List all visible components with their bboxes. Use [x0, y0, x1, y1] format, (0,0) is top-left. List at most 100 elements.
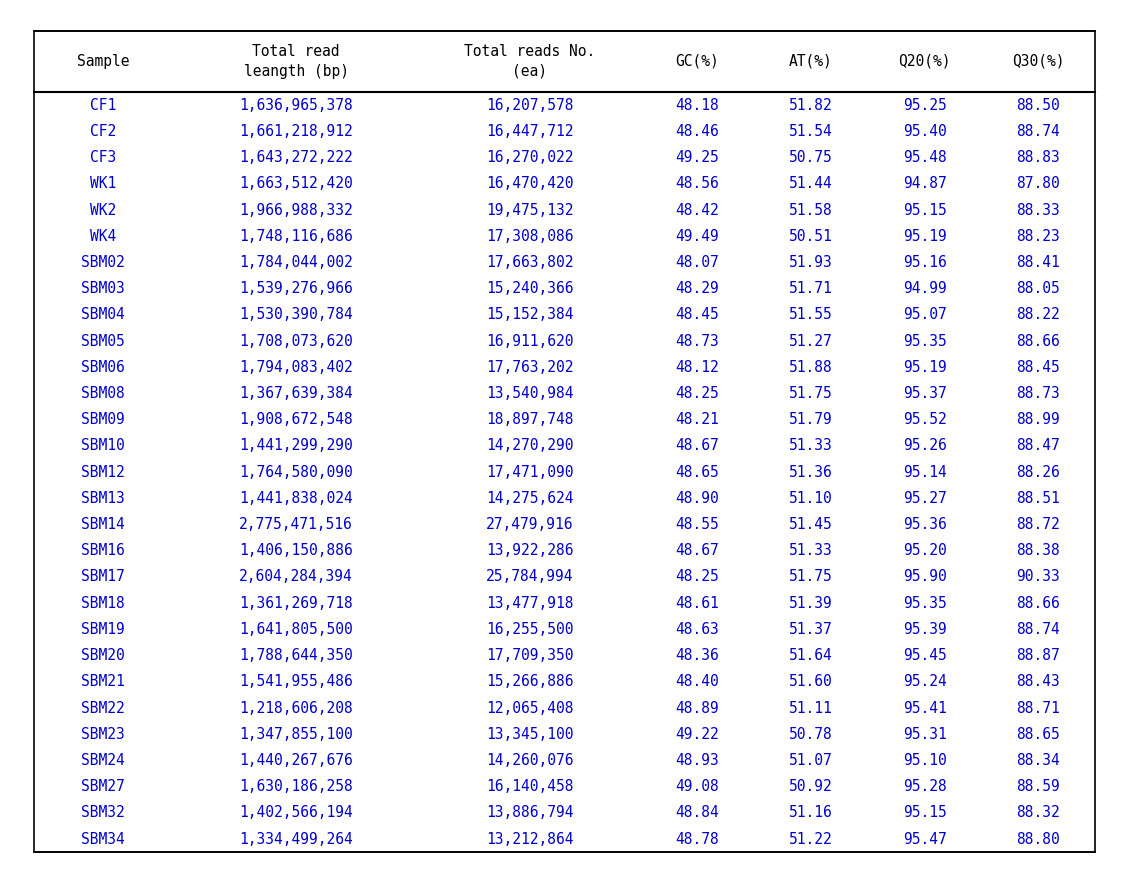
Text: 49.22: 49.22 — [675, 726, 719, 742]
Text: SBM22: SBM22 — [81, 701, 125, 716]
Text: SBM18: SBM18 — [81, 596, 125, 611]
Text: SBM21: SBM21 — [81, 675, 125, 690]
Text: 88.38: 88.38 — [1016, 544, 1060, 558]
Text: 95.19: 95.19 — [903, 229, 946, 244]
Text: 25,784,994: 25,784,994 — [485, 570, 574, 585]
Text: 1,708,073,620: 1,708,073,620 — [239, 334, 353, 349]
Text: SBM19: SBM19 — [81, 622, 125, 637]
Text: 88.65: 88.65 — [1016, 726, 1060, 742]
Text: 88.66: 88.66 — [1016, 334, 1060, 349]
Text: 1,643,272,222: 1,643,272,222 — [239, 150, 353, 165]
Text: 1,748,116,686: 1,748,116,686 — [239, 229, 353, 244]
Text: 88.51: 88.51 — [1016, 491, 1060, 506]
Text: 88.47: 88.47 — [1016, 439, 1060, 454]
Text: 16,470,420: 16,470,420 — [485, 177, 574, 191]
Text: 88.41: 88.41 — [1016, 255, 1060, 270]
Text: 48.93: 48.93 — [675, 753, 719, 768]
Text: 51.44: 51.44 — [789, 177, 833, 191]
Text: 48.45: 48.45 — [675, 308, 719, 323]
Text: 1,441,838,024: 1,441,838,024 — [239, 491, 353, 506]
Text: 51.60: 51.60 — [789, 675, 833, 690]
Text: Q20(%): Q20(%) — [899, 54, 951, 69]
Text: 51.37: 51.37 — [789, 622, 833, 637]
Text: 13,212,864: 13,212,864 — [485, 831, 574, 847]
Text: Total reads No.
(ea): Total reads No. (ea) — [464, 44, 595, 79]
Text: 17,709,350: 17,709,350 — [485, 649, 574, 663]
Text: 51.64: 51.64 — [789, 649, 833, 663]
Text: 1,441,299,290: 1,441,299,290 — [239, 439, 353, 454]
Text: 16,270,022: 16,270,022 — [485, 150, 574, 165]
Text: 51.93: 51.93 — [789, 255, 833, 270]
Text: 95.10: 95.10 — [903, 753, 946, 768]
Text: 1,361,269,718: 1,361,269,718 — [239, 596, 353, 611]
Text: 48.21: 48.21 — [675, 413, 719, 427]
Text: 48.89: 48.89 — [675, 701, 719, 716]
Text: 50.92: 50.92 — [789, 779, 833, 794]
Text: 87.80: 87.80 — [1016, 177, 1060, 191]
Text: SBM20: SBM20 — [81, 649, 125, 663]
Text: 1,966,988,332: 1,966,988,332 — [239, 203, 353, 218]
Text: 88.72: 88.72 — [1016, 517, 1060, 532]
Text: 95.20: 95.20 — [903, 544, 946, 558]
Text: 51.36: 51.36 — [789, 465, 833, 480]
Text: 1,908,672,548: 1,908,672,548 — [239, 413, 353, 427]
Text: 16,140,458: 16,140,458 — [485, 779, 574, 794]
Text: 13,477,918: 13,477,918 — [485, 596, 574, 611]
Text: 88.83: 88.83 — [1016, 150, 1060, 165]
Text: SBM14: SBM14 — [81, 517, 125, 532]
Text: 48.90: 48.90 — [675, 491, 719, 506]
Text: 27,479,916: 27,479,916 — [485, 517, 574, 532]
Text: 95.14: 95.14 — [903, 465, 946, 480]
Text: 95.27: 95.27 — [903, 491, 946, 506]
Text: 88.99: 88.99 — [1016, 413, 1060, 427]
Text: SBM27: SBM27 — [81, 779, 125, 794]
Text: 13,922,286: 13,922,286 — [485, 544, 574, 558]
Text: 95.25: 95.25 — [903, 98, 946, 113]
Text: 16,207,578: 16,207,578 — [485, 98, 574, 113]
Text: 95.36: 95.36 — [903, 517, 946, 532]
Text: 88.80: 88.80 — [1016, 831, 1060, 847]
Text: SBM23: SBM23 — [81, 726, 125, 742]
Text: 1,764,580,090: 1,764,580,090 — [239, 465, 353, 480]
Text: 48.40: 48.40 — [675, 675, 719, 690]
Text: 1,794,083,402: 1,794,083,402 — [239, 360, 353, 375]
Text: SBM12: SBM12 — [81, 465, 125, 480]
Text: 51.22: 51.22 — [789, 831, 833, 847]
Text: AT(%): AT(%) — [789, 54, 833, 69]
Text: CF2: CF2 — [90, 124, 116, 139]
Text: 95.28: 95.28 — [903, 779, 946, 794]
Text: SBM06: SBM06 — [81, 360, 125, 375]
Text: 51.33: 51.33 — [789, 544, 833, 558]
Text: 50.78: 50.78 — [789, 726, 833, 742]
Text: 48.07: 48.07 — [675, 255, 719, 270]
Text: SBM34: SBM34 — [81, 831, 125, 847]
Text: 48.56: 48.56 — [675, 177, 719, 191]
Text: 88.66: 88.66 — [1016, 596, 1060, 611]
Text: SBM10: SBM10 — [81, 439, 125, 454]
Text: 1,334,499,264: 1,334,499,264 — [239, 831, 353, 847]
Text: 13,345,100: 13,345,100 — [485, 726, 574, 742]
Text: 14,275,624: 14,275,624 — [485, 491, 574, 506]
Text: 1,784,044,002: 1,784,044,002 — [239, 255, 353, 270]
Text: 1,218,606,208: 1,218,606,208 — [239, 701, 353, 716]
Text: 48.18: 48.18 — [675, 98, 719, 113]
Text: 49.25: 49.25 — [675, 150, 719, 165]
Text: 48.63: 48.63 — [675, 622, 719, 637]
Text: SBM02: SBM02 — [81, 255, 125, 270]
Text: 51.11: 51.11 — [789, 701, 833, 716]
Text: 95.41: 95.41 — [903, 701, 946, 716]
Text: 48.84: 48.84 — [675, 805, 719, 821]
Text: 14,270,290: 14,270,290 — [485, 439, 574, 454]
Text: 88.26: 88.26 — [1016, 465, 1060, 480]
Text: 88.59: 88.59 — [1016, 779, 1060, 794]
Text: 88.33: 88.33 — [1016, 203, 1060, 218]
Text: SBM08: SBM08 — [81, 386, 125, 401]
Text: 95.52: 95.52 — [903, 413, 946, 427]
Text: 18,897,748: 18,897,748 — [485, 413, 574, 427]
Text: Total read
leangth (bp): Total read leangth (bp) — [244, 44, 349, 79]
Text: 88.74: 88.74 — [1016, 622, 1060, 637]
Text: 95.48: 95.48 — [903, 150, 946, 165]
Text: 95.40: 95.40 — [903, 124, 946, 139]
Text: 95.15: 95.15 — [903, 203, 946, 218]
Text: 51.75: 51.75 — [789, 386, 833, 401]
